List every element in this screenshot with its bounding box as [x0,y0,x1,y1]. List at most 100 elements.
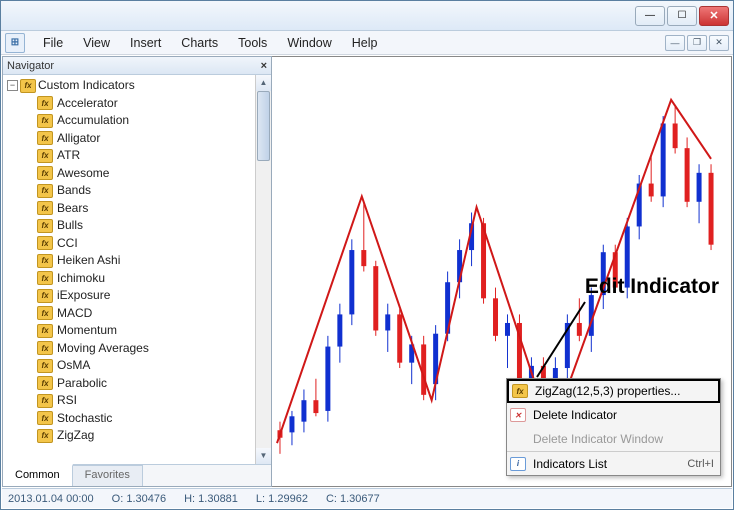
chart-area[interactable]: Edit Indicator fx ZigZag(12,5,3) properti… [272,56,732,487]
menu-insert[interactable]: Insert [120,34,171,52]
tree-item[interactable]: fx Stochastic [7,410,271,428]
mdi-restore-button[interactable]: ❐ [687,35,707,51]
status-low: L: 1.29962 [256,493,308,505]
menu-file[interactable]: File [33,34,73,52]
context-menu-icon: i [509,455,527,473]
status-high: H: 1.30881 [184,493,238,505]
tree-item[interactable]: fx Alligator [7,130,271,148]
context-menu-icon: ✕ [509,406,527,424]
tree-item[interactable]: fx Heiken Ashi [7,252,271,270]
tree-item-label: OsMA [57,357,90,375]
context-menu-icon: fx [511,382,529,400]
tab-common[interactable]: Common [3,464,73,486]
scroll-down-icon[interactable]: ▼ [256,448,271,464]
tree-item-label: iExposure [57,287,110,305]
indicator-icon: fx [37,131,53,145]
status-datetime: 2013.01.04 00:00 [8,493,94,505]
annotation-label: Edit Indicator [585,275,719,299]
context-menu-item[interactable]: ✕ Delete Indicator [507,403,720,427]
maximize-button[interactable]: ☐ [667,6,697,26]
context-menu-label: Delete Indicator Window [533,432,663,446]
tree-root-custom-indicators[interactable]: − fx Custom Indicators [7,77,271,95]
tree-item-label: CCI [57,235,78,253]
status-open: O: 1.30476 [112,493,166,505]
tree-item[interactable]: fx CCI [7,235,271,253]
tree-item-label: Awesome [57,165,109,183]
tree-item-label: MACD [57,305,92,323]
tree-item[interactable]: fxBears [7,200,271,218]
indicator-icon: fx [37,149,53,163]
menu-tools[interactable]: Tools [228,34,277,52]
indicator-icon: fx [37,341,53,355]
close-button[interactable]: ✕ [699,6,729,26]
tree-item[interactable]: fx Ichimoku [7,270,271,288]
tree-item-label: Moving Averages [57,340,149,358]
tree-item-label: Stochastic [57,410,112,428]
tree-item-label: Parabolic [57,375,107,393]
minimize-button[interactable]: — [635,6,665,26]
tree-item[interactable]: fx OsMA [7,357,271,375]
tab-favorites[interactable]: Favorites [73,465,143,486]
scroll-up-icon[interactable]: ▲ [256,75,271,91]
navigator-close-icon[interactable]: × [261,60,267,72]
context-menu-icon [509,430,527,448]
tree-item-label: Accumulation [57,112,129,130]
context-menu-label: Delete Indicator [533,408,617,422]
indicator-icon: fx [37,289,53,303]
menu-help[interactable]: Help [342,34,388,52]
navigator-title-label: Navigator [7,60,54,72]
mdi-close-button[interactable]: ✕ [709,35,729,51]
tree-item[interactable]: fx iExposure [7,287,271,305]
indicator-icon: fx [37,411,53,425]
indicator-icon: fx [37,219,53,233]
tree-item[interactable]: fx Awesome [7,165,271,183]
tree-item-label: ATR [57,147,80,165]
menu-charts[interactable]: Charts [171,34,228,52]
context-menu-item[interactable]: fx ZigZag(12,5,3) properties... [507,379,720,403]
context-menu-item: Delete Indicator Window [507,427,720,451]
tree-item[interactable]: fx Moving Averages [7,340,271,358]
tree-item-label: Bulls [57,217,83,235]
indicator-icon: fx [37,254,53,268]
context-menu-label: ZigZag(12,5,3) properties... [535,384,680,398]
indicator-icon: fx [37,271,53,285]
menu-view[interactable]: View [73,34,120,52]
tree-item-label: RSI [57,392,77,410]
tree-item[interactable]: fxBands [7,182,271,200]
indicator-icon: fx [37,166,53,180]
tree-item[interactable]: fxZigZag [7,427,271,445]
tree-item[interactable]: fx ATR [7,147,271,165]
tree-item[interactable]: fx Momentum [7,322,271,340]
tree-item-label: Alligator [57,130,100,148]
context-menu-item[interactable]: iIndicators ListCtrl+I [507,451,720,475]
collapse-icon[interactable]: − [7,80,18,91]
tree-item[interactable]: fx MACD [7,305,271,323]
tree-item[interactable]: fx Accumulation [7,112,271,130]
menu-window[interactable]: Window [277,34,341,52]
titlebar: — ☐ ✕ [1,1,733,31]
tree-item-label: Ichimoku [57,270,105,288]
tree-item[interactable]: fxAccelerator [7,95,271,113]
status-close: C: 1.30677 [326,493,380,505]
tree-item[interactable]: fx Bulls [7,217,271,235]
indicator-icon: fx [37,114,53,128]
indicator-icon: fx [37,306,53,320]
navigator-title: Navigator × [3,57,271,75]
indicator-icon: fx [37,324,53,338]
tree-item-label: Heiken Ashi [57,252,120,270]
context-menu-shortcut: Ctrl+I [687,458,714,470]
navigator-tree[interactable]: − fx Custom Indicators fxAcceleratorfxAc… [3,75,271,464]
mdi-minimize-button[interactable]: — [665,35,685,51]
navigator-tabs: Common Favorites [3,464,271,486]
navigator-panel: Navigator × − fx Custom Indicators fxAcc… [2,56,272,487]
indicator-icon: fx [37,359,53,373]
navigator-scrollbar[interactable]: ▲ ▼ [255,75,271,464]
indicator-icon: fx [37,236,53,250]
tree-item-label: Momentum [57,322,117,340]
tree-item[interactable]: fx RSI [7,392,271,410]
indicator-icon: fx [37,429,53,443]
mdi-controls: — ❐ ✕ [663,35,733,51]
indicator-icon: fx [37,394,53,408]
scroll-thumb[interactable] [257,91,270,161]
tree-item[interactable]: fxParabolic [7,375,271,393]
